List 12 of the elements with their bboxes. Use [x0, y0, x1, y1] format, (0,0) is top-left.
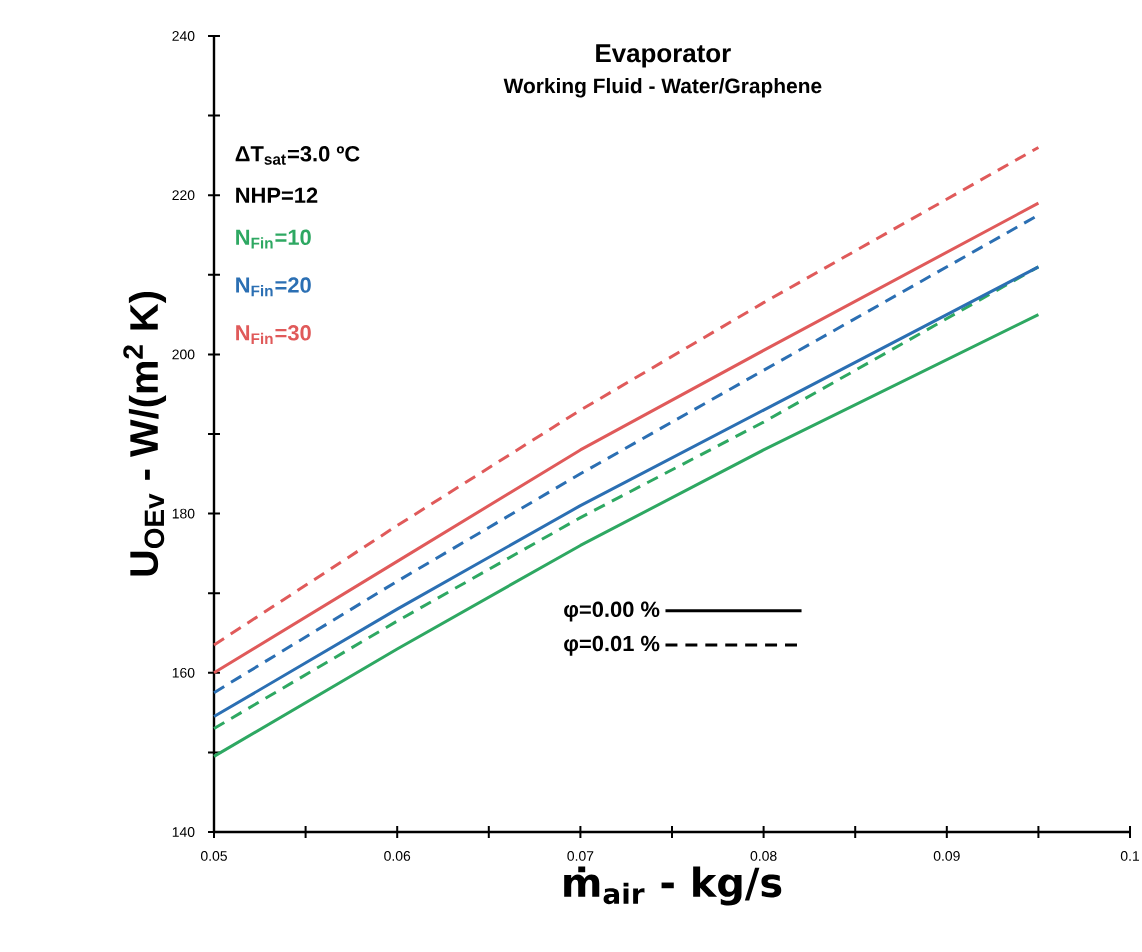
annotation: NHP=12: [236, 187, 318, 203]
annotation: N$_{Fin}$=10: [236, 229, 311, 249]
text: Working Fluid - Water/Graphene: [503, 77, 822, 98]
annotation: N$_{Fin}$=30: [236, 325, 311, 344]
annotation: φ=0.00 %: [564, 601, 660, 622]
line-series: [212, 313, 1040, 758]
annotation: N$_{Fin}$=20: [236, 277, 311, 297]
annotation: φ=0.01 %: [564, 635, 660, 656]
annotation: ΔT$_{sat}$=3.0 ºC: [235, 146, 360, 165]
chart-title: Evaporator: [596, 44, 731, 68]
x-axis-title: ṁ$_{air}$ - kg/s: [564, 866, 782, 906]
y-axis-title: U$_{OEv}$ - W/(m$^{2}$ K): [123, 291, 167, 576]
